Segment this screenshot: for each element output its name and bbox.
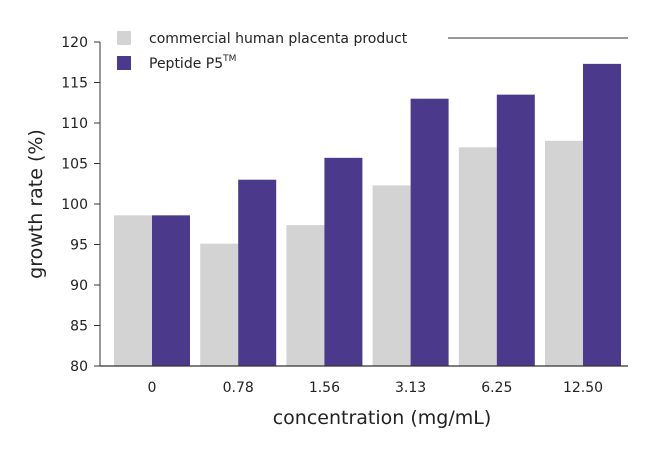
- legend-swatch-peptide: [117, 56, 131, 70]
- x-tick-labels: 0 0.78 1.56 3.13 6.25 12.50: [148, 380, 604, 396]
- y-tick-label-5: 105: [61, 157, 88, 173]
- x-tick-label-0: 0: [148, 380, 157, 396]
- bar-commercial-5: [545, 140, 583, 366]
- y-tick-label-8: 120: [61, 35, 88, 51]
- legend-swatch-commercial: [117, 31, 131, 45]
- y-tick-label-1: 85: [70, 319, 88, 335]
- bar-peptide-2: [324, 157, 363, 366]
- bars-layer: [114, 63, 621, 367]
- bar-commercial-0: [114, 215, 152, 366]
- x-tick-label-3: 3.13: [395, 380, 426, 396]
- legend-label-peptide-superscript: TM: [222, 54, 236, 64]
- bar-peptide-4: [496, 94, 535, 367]
- y-axis-title: growth rate (%): [25, 129, 47, 279]
- y-tick-label-2: 90: [70, 278, 88, 294]
- bar-commercial-2: [286, 225, 325, 366]
- x-axis-title: concentration (mg/mL): [273, 407, 492, 429]
- y-tick-label-4: 100: [61, 197, 88, 213]
- y-tick-label-7: 115: [61, 76, 88, 92]
- y-tick-label-6: 110: [61, 116, 88, 132]
- legend: commercial human placenta product Peptid…: [117, 31, 628, 72]
- x-tick-label-4: 6.25: [481, 380, 512, 396]
- bar-commercial-4: [458, 147, 497, 366]
- x-tick-label-5: 12.50: [563, 380, 603, 396]
- legend-label-peptide: Peptide P5TM: [149, 54, 236, 72]
- bar-peptide-1: [238, 179, 277, 366]
- y-tick-labels: 80 85 90 95 100 105 110 115 120: [61, 35, 100, 375]
- bar-peptide-0: [152, 215, 190, 366]
- bar-commercial-1: [200, 243, 239, 366]
- bar-commercial-3: [372, 185, 411, 366]
- legend-label-peptide-text: Peptide P5: [149, 56, 223, 72]
- bar-peptide-5: [583, 63, 621, 367]
- legend-label-commercial: commercial human placenta product: [149, 31, 408, 47]
- x-tick-label-1: 0.78: [223, 380, 254, 396]
- x-tick-label-2: 1.56: [309, 380, 340, 396]
- y-tick-label-0: 80: [70, 359, 88, 375]
- y-tick-label-3: 95: [70, 238, 88, 254]
- bar-peptide-3: [410, 98, 449, 366]
